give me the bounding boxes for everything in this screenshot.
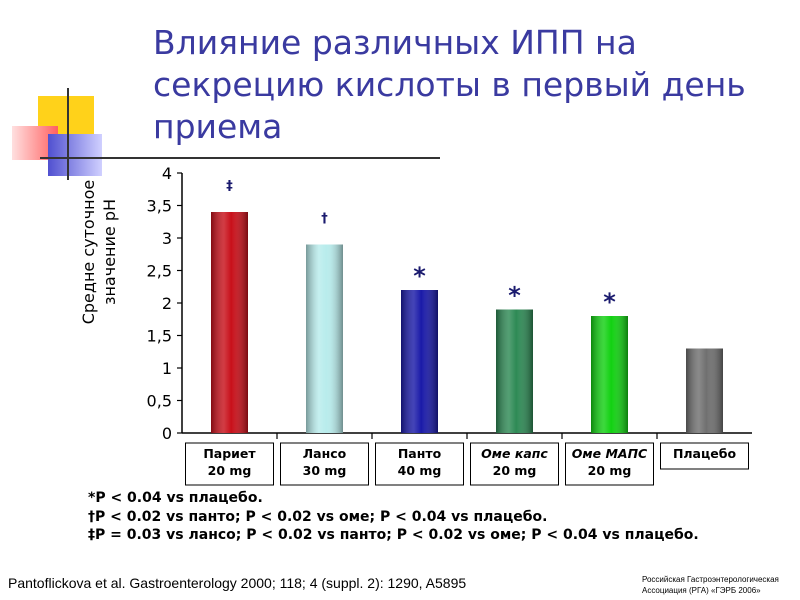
organization-credit: Российская Гастроэнтерологическая Ассоци… <box>642 574 779 596</box>
category-label-line1: Плацебо <box>673 446 737 461</box>
organization-line1: Российская Гастроэнтерологическая <box>642 575 779 584</box>
category-label-line1: Оме капс <box>481 446 548 461</box>
category-label-line1: Париет <box>203 446 256 461</box>
category-label-line2: 20 mg <box>493 463 537 478</box>
page-title: Влияние различных ИПП на секрецию кислот… <box>153 23 746 146</box>
y-tick-label: 2,5 <box>147 262 172 281</box>
significance-marker: ‡ <box>226 179 233 194</box>
significance-marker: † <box>321 212 328 227</box>
footnote-1: *P < 0.04 vs плацебо. <box>88 490 263 506</box>
bar-shading <box>686 348 723 433</box>
category-label-box <box>470 442 559 486</box>
bar-shading <box>496 309 533 433</box>
y-tick-label: 3 <box>162 229 172 248</box>
significance-marker: * <box>603 288 616 316</box>
bar-shading <box>306 244 343 433</box>
decorative-horizontal-line <box>40 157 440 159</box>
category-label-line1: Панто <box>398 446 442 461</box>
decorative-blue-square <box>48 134 102 176</box>
category-label-box <box>375 442 464 486</box>
category-label-line2: 20 mg <box>588 463 632 478</box>
y-tick-label: 0,5 <box>147 392 172 411</box>
footnote-3: ‡P = 0.03 vs лансо; P < 0.02 vs панто; P… <box>88 527 699 543</box>
category-label-box <box>660 442 749 470</box>
category-label-box <box>565 442 654 486</box>
citation: Pantoflickova et al. Gastroenterology 20… <box>8 575 467 591</box>
decorative-vertical-line <box>67 88 69 180</box>
bar-shading <box>591 316 628 433</box>
category-label-box <box>280 442 369 486</box>
category-label-line1: Оме МАПС <box>572 446 648 461</box>
footnote-2: †P < 0.02 vs панто; P < 0.02 vs оме; P <… <box>88 508 548 525</box>
y-tick-label: 1,5 <box>147 327 172 346</box>
category-label-box <box>185 442 274 486</box>
significance-marker: * <box>508 282 521 310</box>
bar-shading <box>401 290 438 433</box>
y-tick-label: 4 <box>162 164 172 183</box>
category-label-line2: 30 mg <box>303 463 347 478</box>
category-label-line1: Лансо <box>303 446 347 461</box>
y-tick-label: 0 <box>162 424 172 443</box>
y-tick-label: 1 <box>162 359 172 378</box>
y-tick-label: 3,5 <box>147 197 172 216</box>
organization-line2: Ассоциация (РГА) «ГЭРБ 2006» <box>642 586 761 595</box>
bar-shading <box>211 212 248 433</box>
footnotes: *P < 0.04 vs плацебо. †P < 0.02 vs панто… <box>88 489 699 545</box>
category-label-line2: 20 mg <box>208 463 252 478</box>
y-tick-label: 2 <box>162 294 172 313</box>
significance-marker: * <box>413 262 426 290</box>
category-label-line2: 40 mg <box>398 463 442 478</box>
